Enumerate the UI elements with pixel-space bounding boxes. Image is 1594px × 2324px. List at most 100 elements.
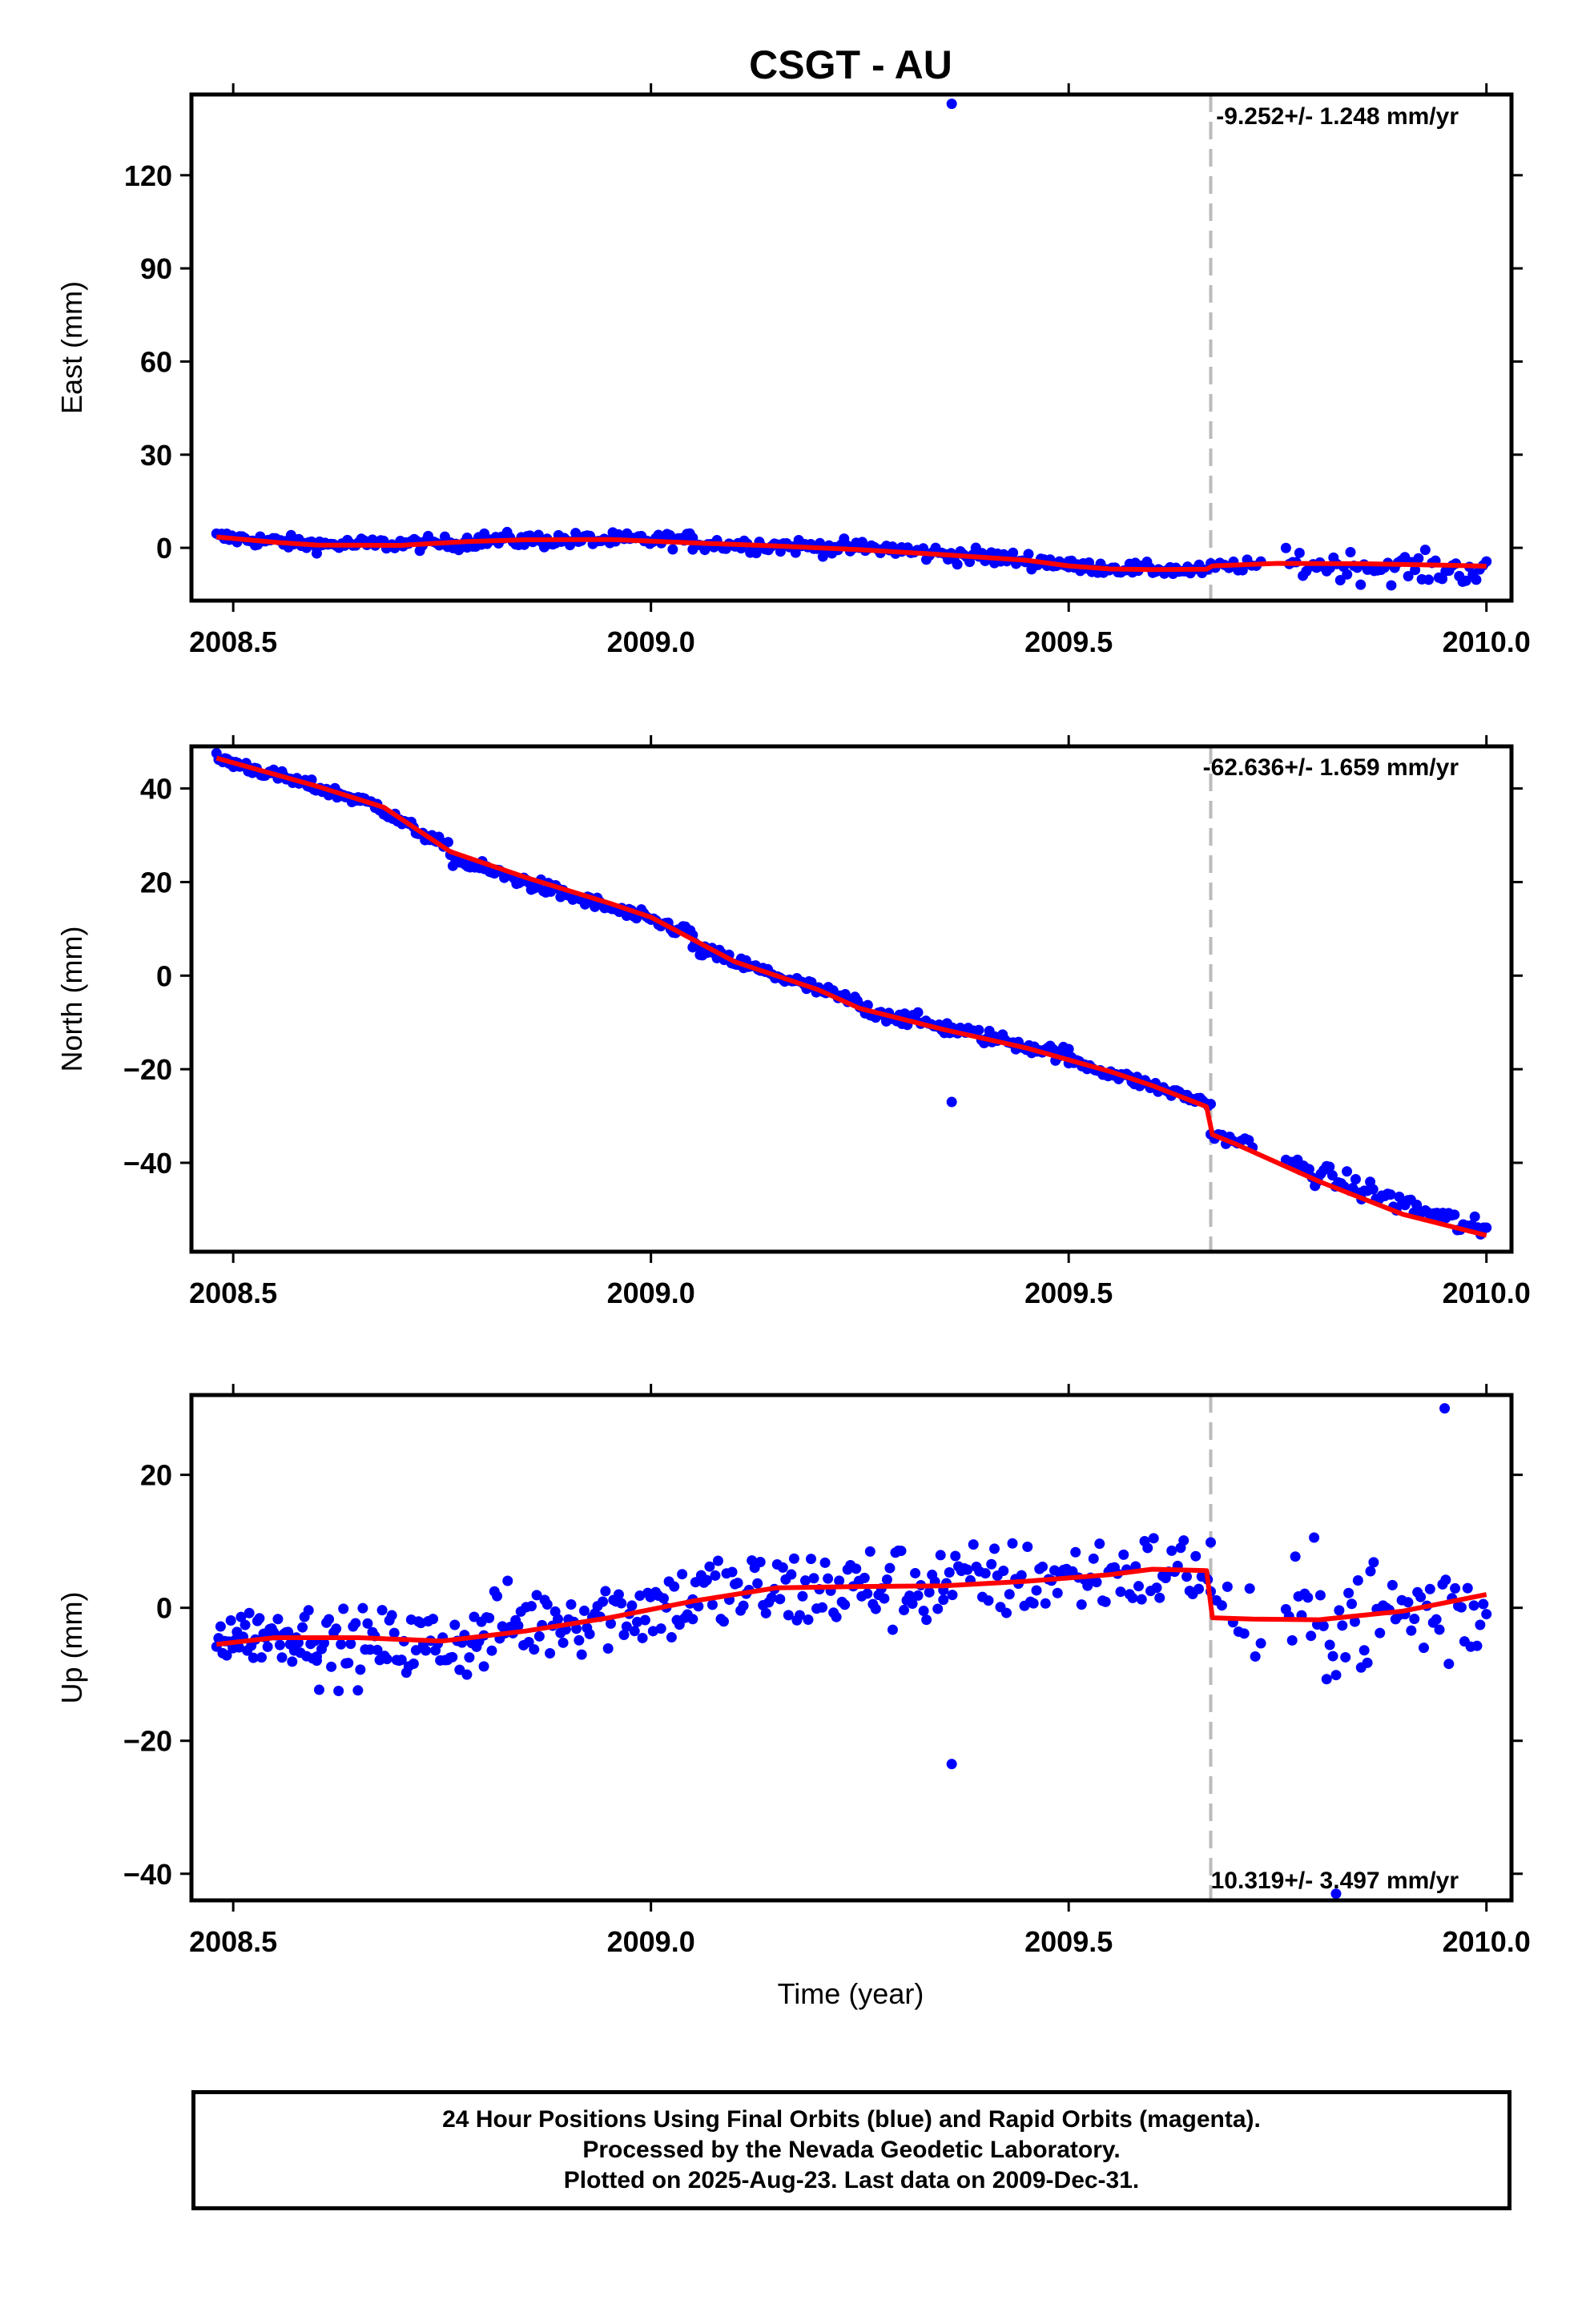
data-point [1355,579,1367,590]
data-point [1250,1651,1261,1662]
y-tick-label: 60 [140,345,172,378]
data-point [1450,1582,1461,1594]
data-point [1367,1184,1379,1195]
data-point [690,1577,701,1588]
data-point [884,1562,896,1574]
data-point [428,1614,439,1625]
data-point [1403,571,1414,582]
y-tick-label: 0 [156,532,172,565]
data-point [788,1553,799,1564]
data-point [1216,1600,1227,1611]
x-tick-label: 2009.5 [1024,1925,1113,1958]
data-point [350,1618,361,1629]
data-point [986,1558,997,1570]
data-point [1409,1614,1420,1625]
data-point [492,1590,503,1602]
data-point [1368,1557,1379,1568]
data-point [1166,1545,1177,1556]
data-point [760,1607,771,1618]
y-axis-label: Up (mm) [55,1592,88,1704]
data-point [345,1638,356,1650]
data-point [912,1007,924,1018]
data-point [478,1661,489,1672]
data-point [303,1605,314,1616]
data-point [839,1599,851,1610]
data-point [523,1636,534,1647]
data-point [658,1593,670,1604]
y-tick-label: 90 [140,252,172,285]
data-point [274,1639,285,1651]
data-point [732,1578,743,1589]
data-point [343,1658,354,1669]
data-point [794,1610,805,1621]
data-point [313,1684,324,1695]
data-point [502,1575,513,1586]
data-point [469,1611,480,1622]
data-point [357,1602,368,1614]
model-line [215,1566,1487,1647]
data-point [1190,1550,1202,1562]
data-point [311,1655,322,1667]
data-point [362,1618,373,1629]
data-point [1342,569,1353,580]
data-point [311,548,322,559]
data-point [799,1575,811,1586]
data-point [1076,1599,1087,1610]
data-point [1148,1533,1159,1544]
data-point [1082,1580,1093,1591]
data-point [879,1593,890,1604]
data-point [1100,1596,1111,1607]
data-point [1413,553,1424,564]
data-point [355,1664,366,1675]
x-tick-label: 2010.0 [1443,1277,1531,1309]
data-point [666,1632,677,1643]
data-point [1449,1209,1460,1220]
data-point [1334,1605,1345,1616]
y-axis-label: North (mm) [55,927,88,1072]
data-point [921,1614,932,1626]
data-point [533,1630,545,1642]
data-point [704,1561,715,1572]
data-point [932,1603,944,1614]
data-point [817,1602,828,1613]
data-point [629,1626,640,1637]
data-point [333,1685,344,1696]
data-point [1386,580,1397,591]
data-point [287,1656,298,1667]
data-point [396,1655,407,1666]
rate-label: -9.252+/- 1.248 mm/yr [1216,103,1459,130]
footer-caption-box: 24 Hour Positions Using Final Orbits (bl… [191,2090,1511,2210]
y-tick-label: 120 [124,159,172,192]
data-point [600,1586,611,1597]
x-tick-label: 2008.5 [189,1925,277,1958]
data-point [1468,1600,1479,1611]
data-point [859,1572,870,1583]
data-point [513,1620,524,1631]
chart-title: CSGT - AU [749,42,952,87]
data-point [998,1566,1009,1577]
data-point [1318,1620,1329,1631]
y-tick-label: 20 [140,1459,172,1492]
data-point [276,1652,288,1663]
data-point [1324,1639,1335,1651]
y-tick-label: 40 [140,773,172,806]
data-point [712,1555,723,1566]
data-point [944,1567,955,1578]
data-point [790,547,801,558]
data-point [571,1623,582,1634]
data-point [388,1627,400,1638]
data-point [1471,1640,1483,1651]
data-point [1222,1581,1233,1592]
data-point [1028,1598,1039,1609]
data-point [632,1616,643,1627]
data-point [786,1569,797,1580]
footer-line-3: Plotted on 2025-Aug-23. Last data on 200… [563,2167,1140,2193]
data-point [605,1618,616,1629]
data-point [639,1614,650,1626]
data-point [1193,1583,1205,1594]
data-point [484,1612,495,1623]
data-point [541,1599,553,1610]
data-point [1094,1538,1105,1550]
data-point [1471,574,1482,585]
data-point [283,1626,294,1638]
